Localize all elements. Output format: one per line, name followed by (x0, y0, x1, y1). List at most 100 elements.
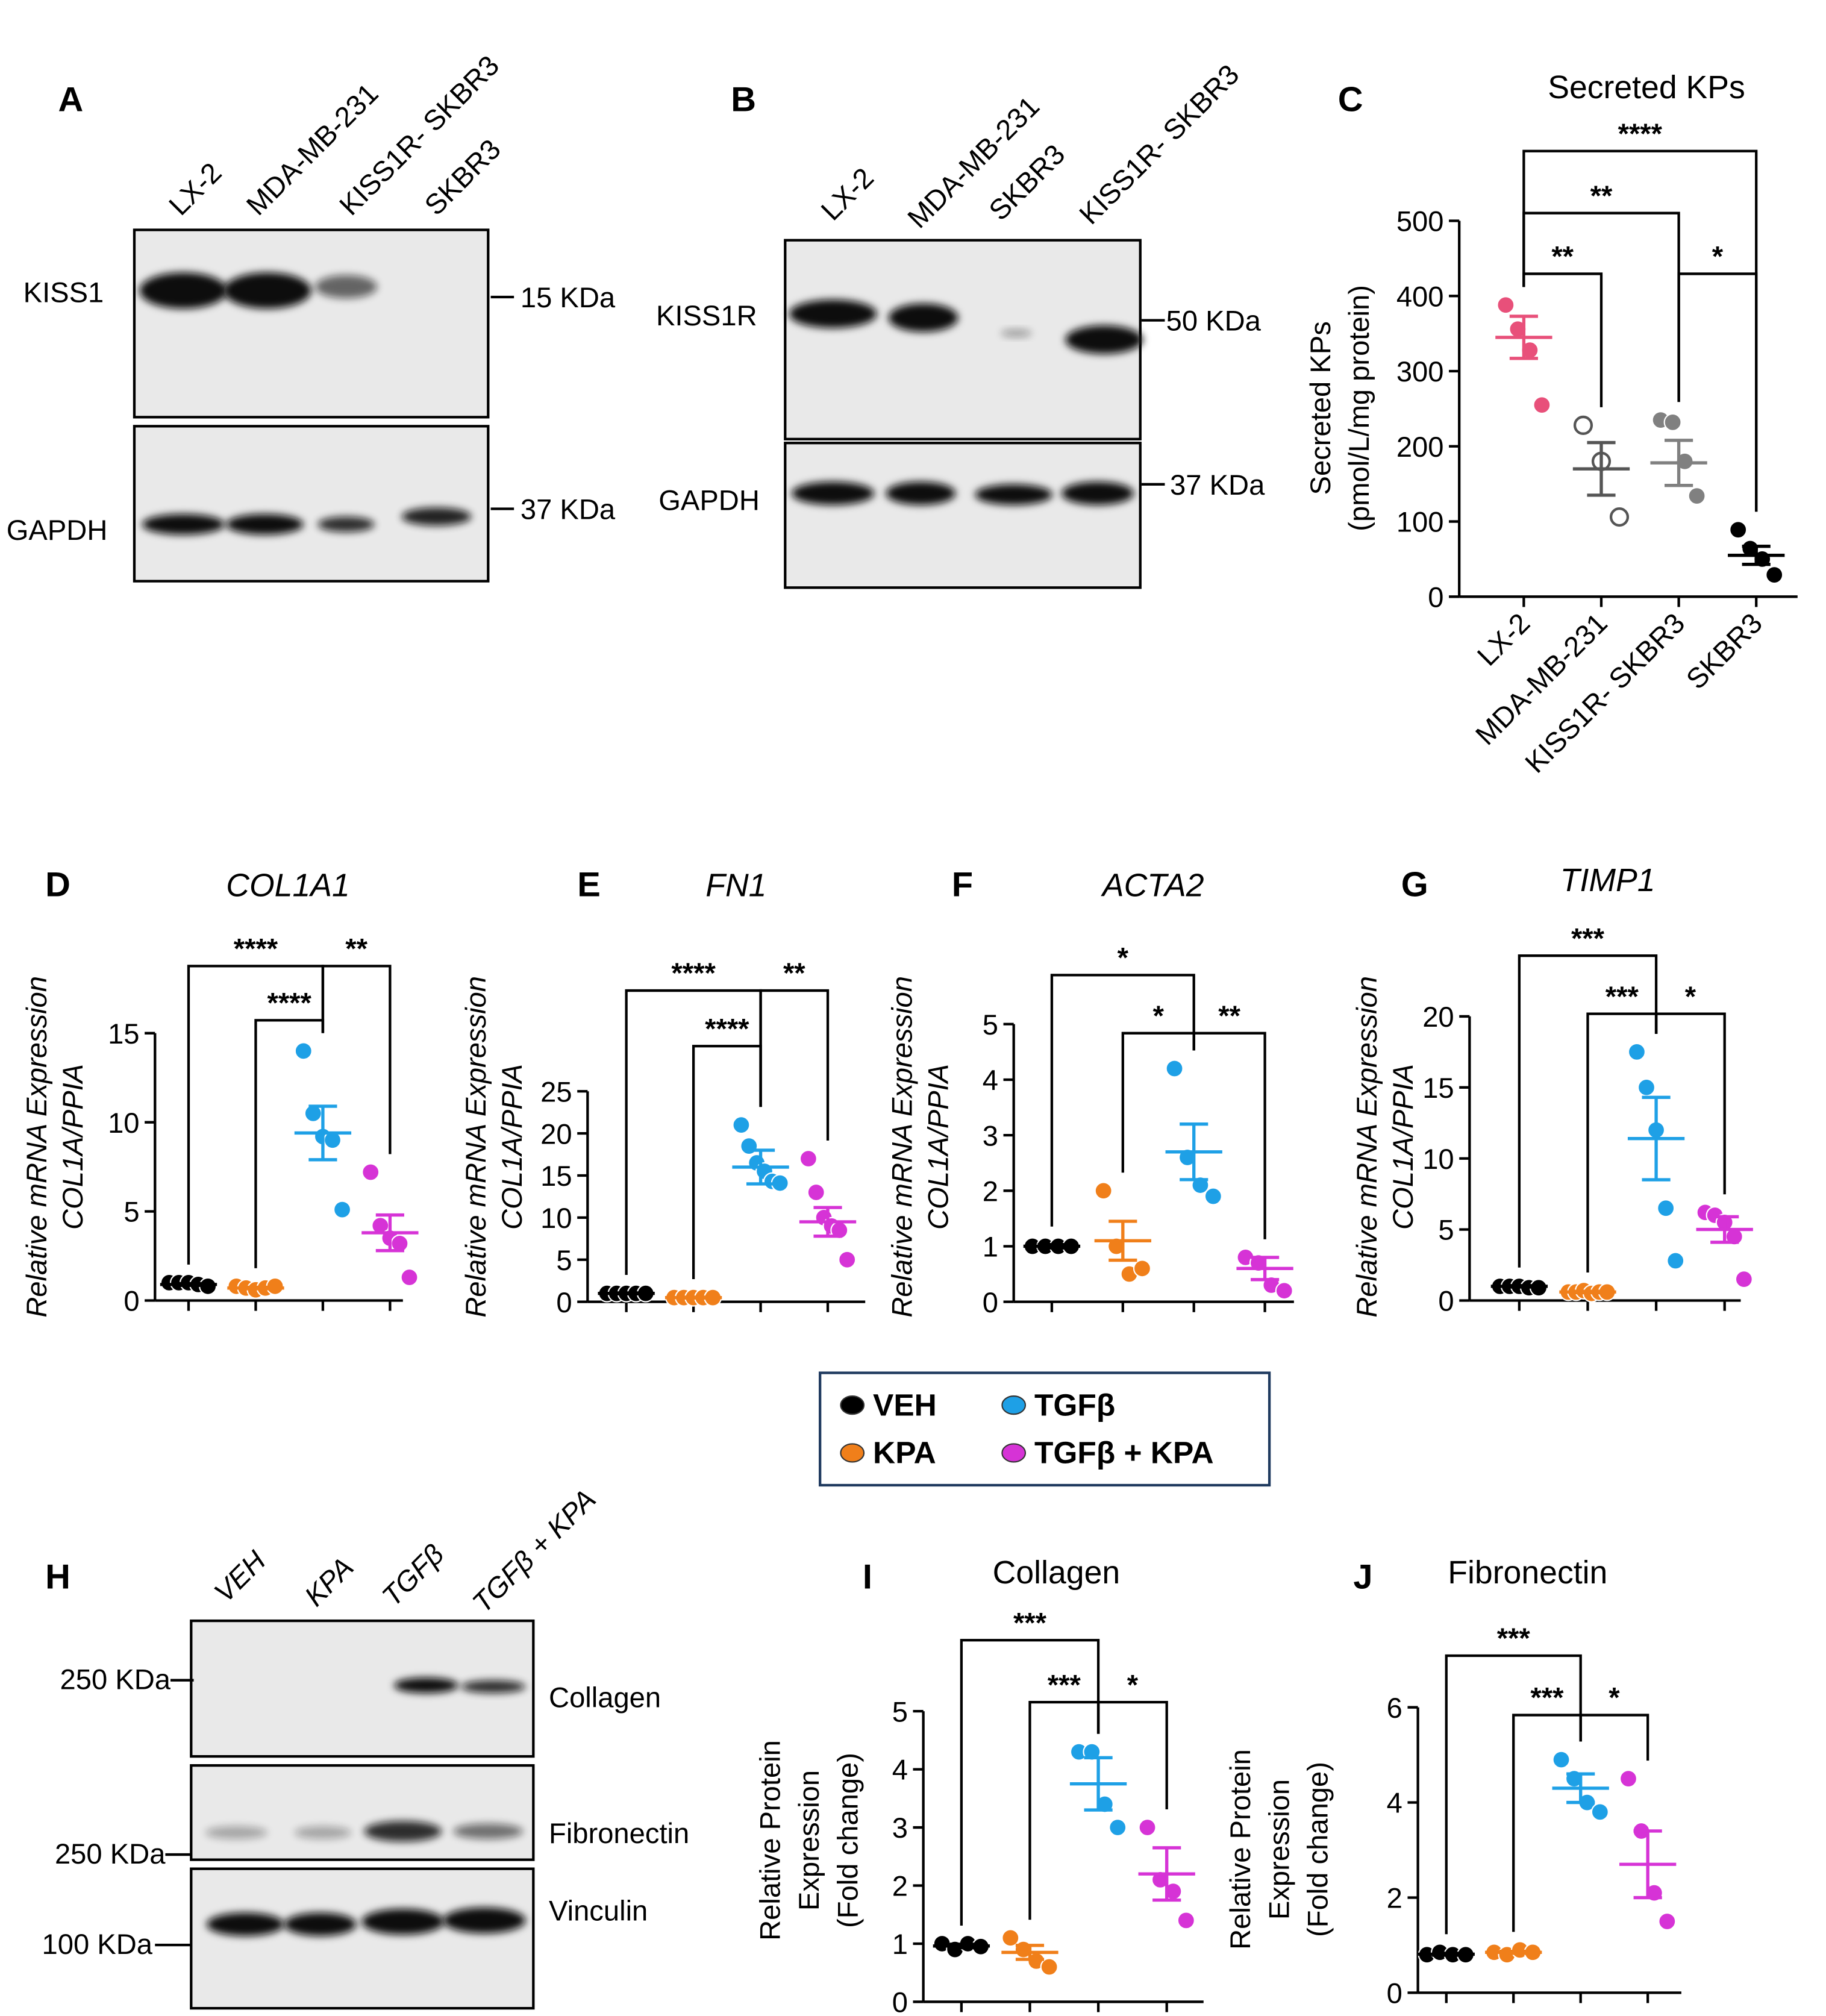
x-tick-label: LX-2 (1471, 607, 1536, 672)
legend-label: KPA (873, 1435, 936, 1470)
y-axis-label: COL1A/PPIA (496, 1064, 528, 1230)
lane-label: TGFβ (375, 1538, 449, 1612)
band (1001, 329, 1032, 337)
y-tick-label: 6 (1387, 1692, 1402, 1724)
data-point (1040, 1958, 1058, 1976)
significance-bracket (1522, 272, 1603, 407)
chart-title: Secreted KPs (1548, 69, 1745, 105)
data-point (361, 1163, 380, 1182)
significance-label: ** (345, 932, 367, 964)
panel-letter: C (1338, 80, 1363, 119)
y-axis-label: COL1A/PPIA (922, 1064, 954, 1230)
significance-label: * (1118, 941, 1129, 973)
data-point (1573, 415, 1593, 435)
significance-label: *** (1497, 1622, 1531, 1654)
band (443, 1907, 526, 1933)
data-point (1741, 539, 1760, 558)
y-tick-label: 3 (983, 1119, 998, 1151)
y-axis-label: (Fold change) (1302, 1762, 1334, 1937)
data-point (1657, 1199, 1675, 1218)
lane-label: LX-2 (163, 156, 228, 221)
y-tick-label: 0 (1428, 581, 1443, 613)
y-axis-label: (pmol/L/mg protein) (1343, 285, 1375, 531)
blot-image (133, 228, 490, 419)
data-point (1765, 566, 1784, 584)
band (886, 481, 956, 506)
significance-bracket (1654, 1012, 1726, 1195)
data-point (1619, 1770, 1638, 1788)
row-label: GAPDH (658, 484, 760, 516)
y-axis-label: Relative mRNA Expression (460, 976, 492, 1318)
y-tick-label: 20 (540, 1118, 572, 1150)
data-point (1177, 1911, 1195, 1930)
legend-label: VEH (873, 1387, 937, 1422)
data-point (1552, 1750, 1571, 1769)
y-axis-label: Relative Protein (1224, 1749, 1256, 1950)
band (205, 1826, 267, 1839)
significance-label: *** (1606, 980, 1639, 1012)
band (461, 1680, 526, 1694)
band (975, 484, 1052, 506)
data-point (1275, 1282, 1293, 1300)
y-tick-label: 15 (1422, 1072, 1454, 1104)
blot-image (190, 1867, 535, 2010)
y-tick-label: 5 (1438, 1214, 1454, 1246)
row-label: Collagen (549, 1682, 661, 1714)
y-axis-label: COL1A/PPIA (57, 1064, 89, 1230)
row-label: GAPDH (7, 514, 108, 546)
band (792, 481, 875, 506)
blot-panel-h: H VEH KPA TGFβ TGFβ + KPA Collagen Fibro… (42, 1483, 689, 2010)
legend-box (819, 1371, 1271, 1487)
chart-title: TIMP1 (1560, 862, 1656, 898)
y-tick-label: 5 (556, 1244, 572, 1276)
data-point (400, 1268, 419, 1287)
blot-image (190, 1764, 535, 1861)
significance-label: ** (1590, 180, 1613, 211)
panel-letter: E (577, 866, 601, 904)
y-tick-label: 10 (540, 1202, 572, 1234)
row-label: KISS1R (656, 299, 757, 331)
panel-letter: G (1401, 866, 1428, 904)
y-tick-label: 5 (124, 1196, 139, 1228)
data-point (1133, 1259, 1151, 1278)
band (1062, 481, 1134, 506)
data-point (333, 1200, 352, 1219)
data-point (1590, 1803, 1609, 1821)
blot-image (784, 442, 1142, 589)
row-label: Fibronectin (549, 1817, 689, 1849)
significance-bracket (1677, 272, 1758, 512)
band (888, 303, 958, 332)
y-axis-label: Expression (793, 1770, 825, 1911)
data-point (1637, 1078, 1656, 1097)
significance-bracket (1050, 974, 1195, 1227)
legend-marker (840, 1443, 865, 1463)
significance-bracket (254, 1019, 325, 1268)
lane-label: SKBR3 (418, 133, 507, 221)
data-point (1658, 1912, 1677, 1930)
size-marker: 100 KDa (42, 1928, 153, 1960)
y-tick-label: 4 (1387, 1787, 1402, 1819)
significance-label: * (1127, 1668, 1139, 1700)
blot-image (133, 425, 490, 583)
band (284, 1912, 357, 1936)
y-tick-label: 1 (892, 1928, 908, 1960)
data-point (1165, 1059, 1184, 1078)
y-axis-label: Relative mRNA Expression (1351, 976, 1383, 1318)
band (401, 507, 472, 526)
y-tick-label: 15 (540, 1160, 572, 1192)
significance-label: ** (1551, 240, 1574, 272)
panel-letter: H (45, 1558, 70, 1597)
band (315, 275, 377, 299)
blot-panel-b: B LX-2 MDA-MB-231 SKBR3 KISS1R- SKBR3 KI… (656, 58, 1265, 589)
band (139, 272, 228, 309)
legend-marker (840, 1395, 865, 1415)
legend-marker (1001, 1443, 1027, 1463)
y-tick-label: 100 (1396, 506, 1444, 538)
significance-label: *** (1013, 1606, 1047, 1638)
size-marker: 250 KDa (55, 1838, 166, 1870)
chart-title: Fibronectin (1448, 1554, 1607, 1591)
significance-bracket (1445, 1654, 1582, 1935)
significance-label: ** (1218, 1000, 1240, 1031)
y-tick-label: 25 (540, 1075, 572, 1107)
